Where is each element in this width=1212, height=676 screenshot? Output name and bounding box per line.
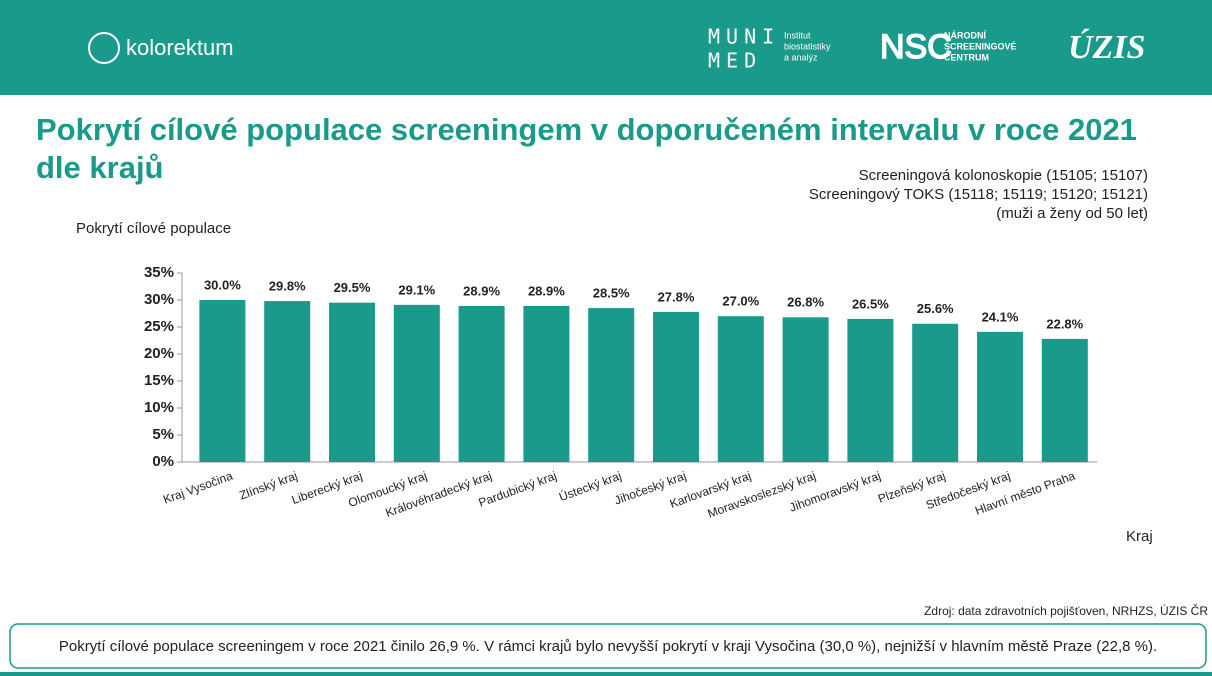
note: Pokrytí cílové populace screeningem v ro…	[59, 638, 1157, 655]
bar	[912, 323, 959, 462]
subtitle: Screeningový TOKS (15118; 15119; 15120; …	[809, 186, 1148, 203]
value-label: 26.5%	[852, 296, 889, 311]
x-axis-label: Kraj	[1126, 528, 1153, 545]
institute: Institut	[784, 30, 811, 40]
bar	[847, 318, 894, 462]
value-label: 24.1%	[982, 309, 1019, 324]
bar	[458, 305, 505, 462]
value-label: 28.5%	[593, 286, 630, 301]
y-tick-label: 5%	[152, 426, 174, 443]
chart-title: dle krajů	[36, 150, 164, 185]
bar	[523, 305, 570, 462]
bar	[329, 302, 375, 462]
x-tick-label: Moravskoslezský kraj	[706, 469, 818, 521]
value-label: 30.0%	[204, 277, 241, 292]
value-label: 28.9%	[463, 283, 500, 298]
value-label: 26.8%	[787, 295, 824, 310]
value-label: 22.8%	[1046, 316, 1083, 331]
plot: 0% 5% 10% 15% 20% 25% 30% 35% 30.0% Kraj Vysočina…	[144, 264, 1098, 521]
bar	[588, 308, 635, 462]
value-label: 25.6%	[917, 301, 954, 316]
brand-icon	[88, 32, 120, 64]
bar	[717, 316, 764, 462]
value-label: 28.9%	[528, 283, 565, 298]
y-tick-label: 25%	[144, 318, 174, 335]
y-tick-label: 35%	[144, 264, 174, 281]
institute: a analýz	[784, 52, 818, 62]
footer-band	[0, 672, 1212, 676]
y-tick-label: 15%	[144, 372, 174, 389]
y-tick-label: 30%	[144, 291, 174, 308]
nsc-name: NÁRODNÍ	[944, 30, 986, 40]
y-tick-label: 0%	[152, 453, 174, 470]
uzis: ÚZIS	[1068, 28, 1145, 66]
note-box	[9, 623, 1207, 669]
y-axis-label: Pokrytí cílové populace	[76, 220, 231, 237]
bar	[393, 304, 440, 462]
muni: MUNI	[708, 25, 780, 49]
nsc-name: SCREENINGOVÉ	[944, 41, 1017, 51]
value-label: 29.8%	[269, 279, 306, 294]
brand: kolorektum	[126, 35, 234, 60]
bar	[977, 331, 1023, 462]
y-tick-label: 10%	[144, 399, 174, 416]
value-label: 29.1%	[398, 282, 435, 297]
chart-title: Pokrytí cílové populace screeningem v do…	[36, 112, 1137, 147]
source: Zdroj: data zdravotních pojišťoven, NRHZ…	[924, 603, 1208, 618]
institute: biostatistiky	[784, 41, 831, 51]
nsc: NSC	[880, 28, 952, 66]
bar	[782, 317, 829, 462]
bar	[199, 300, 246, 462]
bar	[653, 311, 699, 462]
subtitle: (muži a ženy od 50 let)	[996, 205, 1148, 222]
med: MED	[708, 49, 762, 73]
bar	[264, 301, 311, 462]
y-tick-label: 20%	[144, 345, 174, 362]
header-band	[0, 0, 1212, 95]
value-label: 29.5%	[334, 280, 371, 295]
nsc-name: CENTRUM	[944, 52, 989, 62]
subtitle: Screeningová kolonoskopie (15105; 15107)	[859, 167, 1148, 184]
value-label: 27.8%	[658, 289, 695, 304]
x-tick-label: Kraj Vysočina	[161, 469, 235, 507]
bar	[1041, 338, 1088, 462]
value-label: 27.0%	[722, 294, 759, 309]
